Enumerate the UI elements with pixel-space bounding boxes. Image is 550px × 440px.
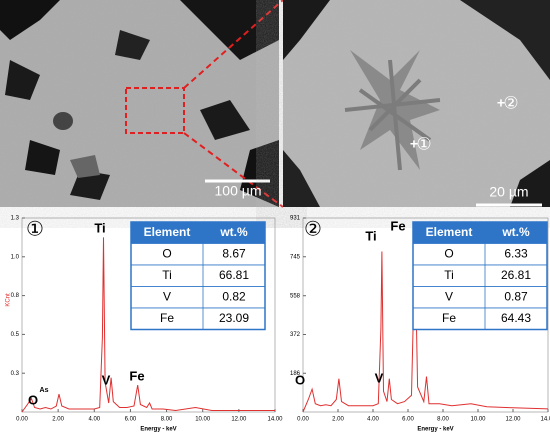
x-tick-label: 12.00 bbox=[231, 417, 247, 423]
y-tick-label: 745 bbox=[290, 254, 301, 260]
peak-label: Fe bbox=[390, 218, 405, 233]
point-label: ① bbox=[416, 134, 431, 153]
spectrum-line bbox=[21, 237, 275, 413]
table-frame bbox=[412, 221, 548, 331]
y-tick-label: 0.3 bbox=[11, 371, 20, 377]
chart-title: ① bbox=[26, 218, 44, 240]
x-tick-label: 6.00 bbox=[125, 417, 137, 423]
table-frame bbox=[130, 221, 266, 331]
spectrum-chart: 0.00 2.00 4.00 6.00 8.00 10.00 12.00 14.00 0.3 0.… bbox=[6, 216, 284, 433]
x-tick-label: 8.00 bbox=[161, 417, 173, 423]
x-tick-label: 4.00 bbox=[88, 417, 100, 423]
chart-title: ② bbox=[304, 218, 322, 240]
x-tick-label: 10.00 bbox=[195, 417, 211, 423]
table-cell: 26.81 bbox=[501, 268, 531, 282]
x-tick-label: 10.00 bbox=[470, 417, 486, 423]
x-tick-label: 8.00 bbox=[437, 417, 449, 423]
table-cell: Fe bbox=[160, 311, 174, 325]
table-header: wt.% bbox=[501, 225, 530, 239]
table-header-bg bbox=[131, 222, 265, 244]
table-cell: 8.67 bbox=[222, 246, 246, 260]
table-cell: Fe bbox=[442, 311, 456, 325]
x-axis-label: Energy - keV bbox=[417, 427, 453, 433]
sem-image-overview bbox=[0, 0, 284, 208]
spectrum-line bbox=[302, 245, 549, 413]
peak-label: Fe bbox=[129, 368, 144, 383]
y-tick-label: 1.0 bbox=[11, 254, 20, 260]
peak-label: Ti bbox=[94, 220, 105, 235]
y-tick-label: 0.5 bbox=[11, 332, 20, 338]
sem-image-zoom bbox=[283, 0, 550, 207]
y-axis-label: KCnt bbox=[6, 293, 12, 307]
table-cell: 6.33 bbox=[504, 246, 528, 260]
table-cell: Ti bbox=[444, 268, 454, 282]
scale-bar-label: 100 µm bbox=[215, 183, 262, 199]
peak-label: V bbox=[375, 370, 384, 385]
x-tick-label: 0.00 bbox=[16, 417, 28, 423]
table-cell: 0.87 bbox=[504, 289, 528, 303]
table-cell: 64.43 bbox=[501, 311, 531, 325]
table-cell: V bbox=[445, 289, 453, 303]
peak-label: As bbox=[40, 387, 49, 394]
table-header: Element bbox=[144, 225, 191, 239]
table-cell: 66.81 bbox=[219, 268, 249, 282]
plot-frame bbox=[302, 217, 549, 413]
peak-label: O bbox=[28, 392, 38, 407]
y-tick-label: 372 bbox=[290, 332, 301, 338]
x-tick-label: 6.00 bbox=[402, 417, 414, 423]
x-tick-label: 2.00 bbox=[52, 417, 64, 423]
x-tick-label: 2.00 bbox=[332, 417, 344, 423]
x-tick-label: 14.00 bbox=[267, 417, 283, 423]
y-tick-label: 1.3 bbox=[11, 216, 20, 222]
table-cell: 0.82 bbox=[222, 289, 246, 303]
table-header-bg bbox=[413, 222, 547, 244]
table-cell: O bbox=[162, 246, 171, 260]
y-tick-label: 186 bbox=[290, 371, 301, 377]
x-tick-label: 4.00 bbox=[367, 417, 379, 423]
scale-bar-label: 20 µm bbox=[489, 184, 528, 200]
x-tick-label: 14.00 bbox=[540, 417, 550, 423]
y-tick-label: 931 bbox=[290, 216, 301, 222]
x-axis-label: Energy - keV bbox=[140, 427, 176, 433]
table-cell: 23.09 bbox=[219, 311, 249, 325]
plot-frame bbox=[21, 217, 276, 413]
y-tick-label: 558 bbox=[290, 293, 301, 299]
peak-label: Ti bbox=[365, 228, 376, 243]
point-marker: + bbox=[497, 95, 505, 111]
y-tick-label: 0.8 bbox=[11, 293, 20, 299]
table-cell: Ti bbox=[162, 268, 172, 282]
table-cell: O bbox=[444, 246, 453, 260]
peak-label: O bbox=[295, 372, 305, 387]
x-tick-label: 0.00 bbox=[297, 417, 309, 423]
peak-label: V bbox=[102, 372, 111, 387]
point-marker: + bbox=[410, 136, 418, 152]
table-cell: V bbox=[163, 289, 171, 303]
x-tick-label: 12.00 bbox=[505, 417, 521, 423]
table-header: wt.% bbox=[219, 225, 248, 239]
spectrum-chart: 0.00 2.00 4.00 6.00 8.00 10.00 12.00 14.00 186 37… bbox=[290, 216, 550, 433]
point-label: ② bbox=[503, 93, 518, 112]
table-header: Element bbox=[426, 225, 473, 239]
